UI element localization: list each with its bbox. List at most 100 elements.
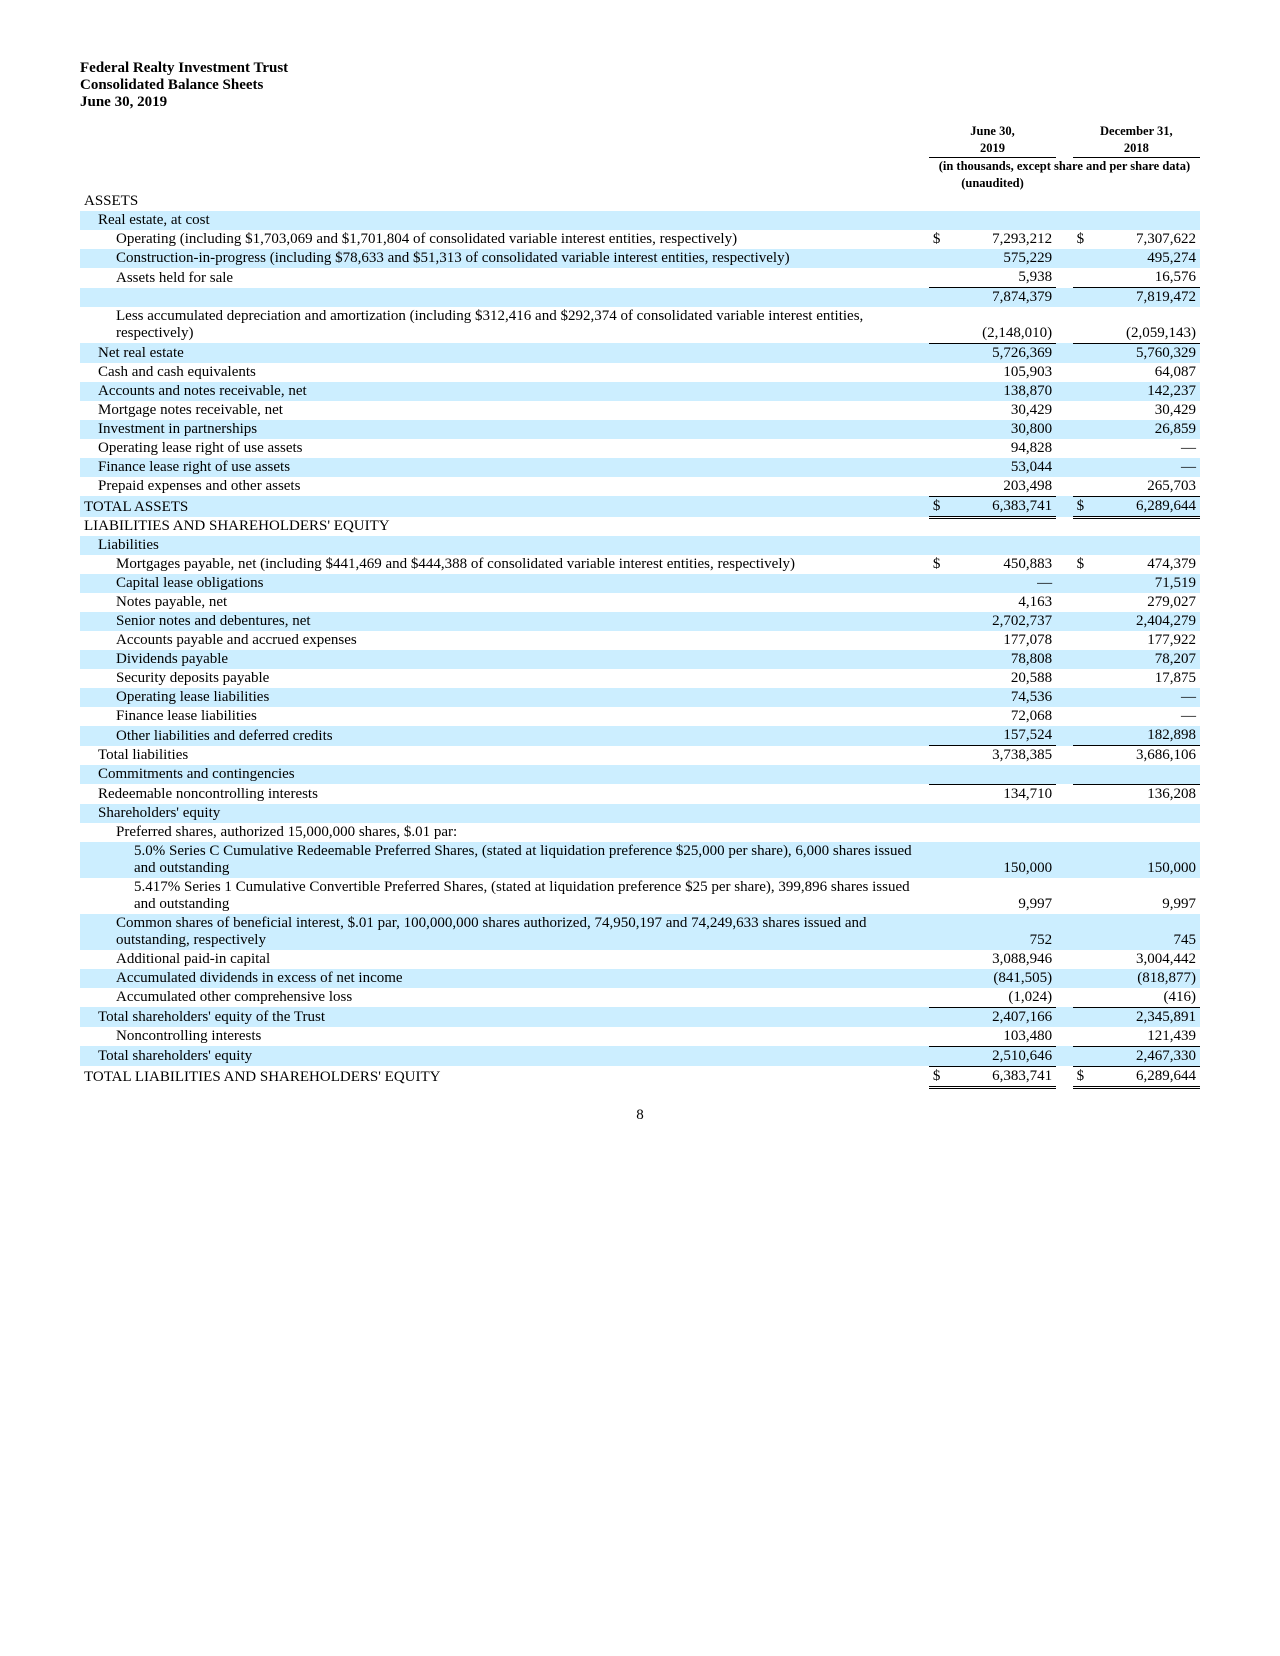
table-row: Mortgages payable, net (including $441,4…: [80, 555, 1200, 574]
value: 3,686,106: [1094, 746, 1200, 766]
table-row: Net real estate5,726,3695,760,329: [80, 343, 1200, 363]
value: (818,877): [1094, 969, 1200, 988]
currency: $: [1073, 1066, 1094, 1087]
value: 177,922: [1094, 631, 1200, 650]
row-label: Dividends payable: [80, 650, 929, 669]
value: 575,229: [950, 249, 1056, 268]
value: 30,429: [1094, 401, 1200, 420]
value: —: [1094, 688, 1200, 707]
row-label: Cash and cash equivalents: [80, 363, 929, 382]
value: 71,519: [1094, 574, 1200, 593]
row-label: Mortgage notes receivable, net: [80, 401, 929, 420]
value: 30,429: [950, 401, 1056, 420]
table-row: Mortgage notes receivable, net 30,429 30,4…: [80, 401, 1200, 420]
value: 103,480: [950, 1027, 1056, 1047]
table-row: Total shareholders' equity of the Trust 2…: [80, 1007, 1200, 1027]
row-label: Accounts and notes receivable, net: [80, 382, 929, 401]
table-row: Finance lease right of use assets53,044—: [80, 458, 1200, 477]
row-label: Senior notes and debentures, net: [80, 612, 929, 631]
table-row: Total shareholders' equity2,510,6462,467…: [80, 1046, 1200, 1066]
row-label: Mortgages payable, net (including $441,4…: [80, 555, 929, 574]
table-row: Operating (including $1,703,069 and $1,7…: [80, 230, 1200, 249]
table-row: Cash and cash equivalents105,90364,087: [80, 363, 1200, 382]
value: 105,903: [950, 363, 1056, 382]
row-label: Accumulated other comprehensive loss: [80, 988, 929, 1008]
value: 142,237: [1094, 382, 1200, 401]
row-label: Finance lease liabilities: [80, 707, 929, 726]
row-label: Shareholders' equity: [80, 804, 929, 823]
value: —: [1094, 439, 1200, 458]
table-row: TOTAL ASSETS$6,383,741$6,289,644: [80, 496, 1200, 517]
value: 265,703: [1094, 477, 1200, 497]
row-label: Capital lease obligations: [80, 574, 929, 593]
table-row: Prepaid expenses and other assets203,498…: [80, 477, 1200, 497]
value: 4,163: [950, 593, 1056, 612]
value: 6,289,644: [1094, 1066, 1200, 1087]
value: 30,800: [950, 420, 1056, 439]
row-label: Prepaid expenses and other assets: [80, 477, 929, 497]
row-label: Notes payable, net: [80, 593, 929, 612]
document-header: Federal Realty Investment Trust Consolid…: [80, 60, 1200, 111]
value: 2,345,891: [1094, 1007, 1200, 1027]
row-label: Net real estate: [80, 343, 929, 363]
value: 9,997: [950, 878, 1056, 914]
row-label: 5.0% Series C Cumulative Redeemable Pref…: [80, 842, 929, 878]
row-label: TOTAL ASSETS: [80, 496, 929, 517]
value: 182,898: [1094, 726, 1200, 746]
liab-eq-header: LIABILITIES AND SHAREHOLDERS' EQUITY: [80, 517, 929, 536]
value: 3,088,946: [950, 950, 1056, 969]
table-row: Commitments and contingencies: [80, 765, 1200, 784]
currency: $: [929, 1066, 950, 1087]
value: 2,467,330: [1094, 1046, 1200, 1066]
value: 7,293,212: [950, 230, 1056, 249]
row-label: TOTAL LIABILITIES AND SHAREHOLDERS' EQUI…: [80, 1066, 929, 1087]
value: 2,510,646: [950, 1046, 1056, 1066]
table-row: Additional paid-in capital3,088,9463,004…: [80, 950, 1200, 969]
currency: $: [1073, 496, 1094, 517]
table-row: Operating lease right of use assets94,82…: [80, 439, 1200, 458]
value: 150,000: [1094, 842, 1200, 878]
value: 6,383,741: [950, 496, 1056, 517]
row-label: Accounts payable and accrued expenses: [80, 631, 929, 650]
value: 138,870: [950, 382, 1056, 401]
value: 495,274: [1094, 249, 1200, 268]
row-label: 5.417% Series 1 Cumulative Convertible P…: [80, 878, 929, 914]
currency: $: [1073, 230, 1094, 249]
row-label: Less accumulated depreciation and amorti…: [80, 307, 929, 343]
value: 7,307,622: [1094, 230, 1200, 249]
col2-year: 2018: [1073, 140, 1200, 158]
value: 3,738,385: [950, 746, 1056, 766]
row-label: Finance lease right of use assets: [80, 458, 929, 477]
balance-sheet-table: June 30, December 31, 2019 2018 (in thou…: [80, 123, 1200, 1089]
value: 121,439: [1094, 1027, 1200, 1047]
row-label: Accumulated dividends in excess of net i…: [80, 969, 929, 988]
value: 7,819,472: [1094, 288, 1200, 308]
value: 78,808: [950, 650, 1056, 669]
row-label: Liabilities: [80, 536, 929, 555]
row-label: Security deposits payable: [80, 669, 929, 688]
value: 474,379: [1094, 555, 1200, 574]
table-row: 7,874,3797,819,472: [80, 288, 1200, 308]
table-row: Noncontrolling interests103,480121,439: [80, 1027, 1200, 1047]
value: (2,059,143): [1094, 307, 1200, 343]
row-label: Assets held for sale: [80, 268, 929, 288]
table-row: Assets held for sale5,93816,576: [80, 268, 1200, 288]
table-row: Other liabilities and deferred credits15…: [80, 726, 1200, 746]
table-row: Dividends payable78,80878,207: [80, 650, 1200, 669]
table-row: Liabilities: [80, 536, 1200, 555]
row-label: Other liabilities and deferred credits: [80, 726, 929, 746]
table-row: Senior notes and debentures, net2,702,73…: [80, 612, 1200, 631]
table-row: Accumulated dividends in excess of net i…: [80, 969, 1200, 988]
row-label: Total shareholders' equity of the Trust: [80, 1007, 929, 1027]
row-label: Real estate, at cost: [80, 211, 929, 230]
currency: $: [929, 496, 950, 517]
company-name: Federal Realty Investment Trust: [80, 60, 1200, 77]
row-label: Construction-in-progress (including $78,…: [80, 249, 929, 268]
report-title: Consolidated Balance Sheets: [80, 77, 1200, 94]
row-label: Investment in partnerships: [80, 420, 929, 439]
table-row: Common shares of beneficial interest, $.…: [80, 914, 1200, 950]
value: 177,078: [950, 631, 1056, 650]
unaudited-note: (unaudited): [929, 175, 1056, 192]
value: (841,505): [950, 969, 1056, 988]
row-label: Additional paid-in capital: [80, 950, 929, 969]
